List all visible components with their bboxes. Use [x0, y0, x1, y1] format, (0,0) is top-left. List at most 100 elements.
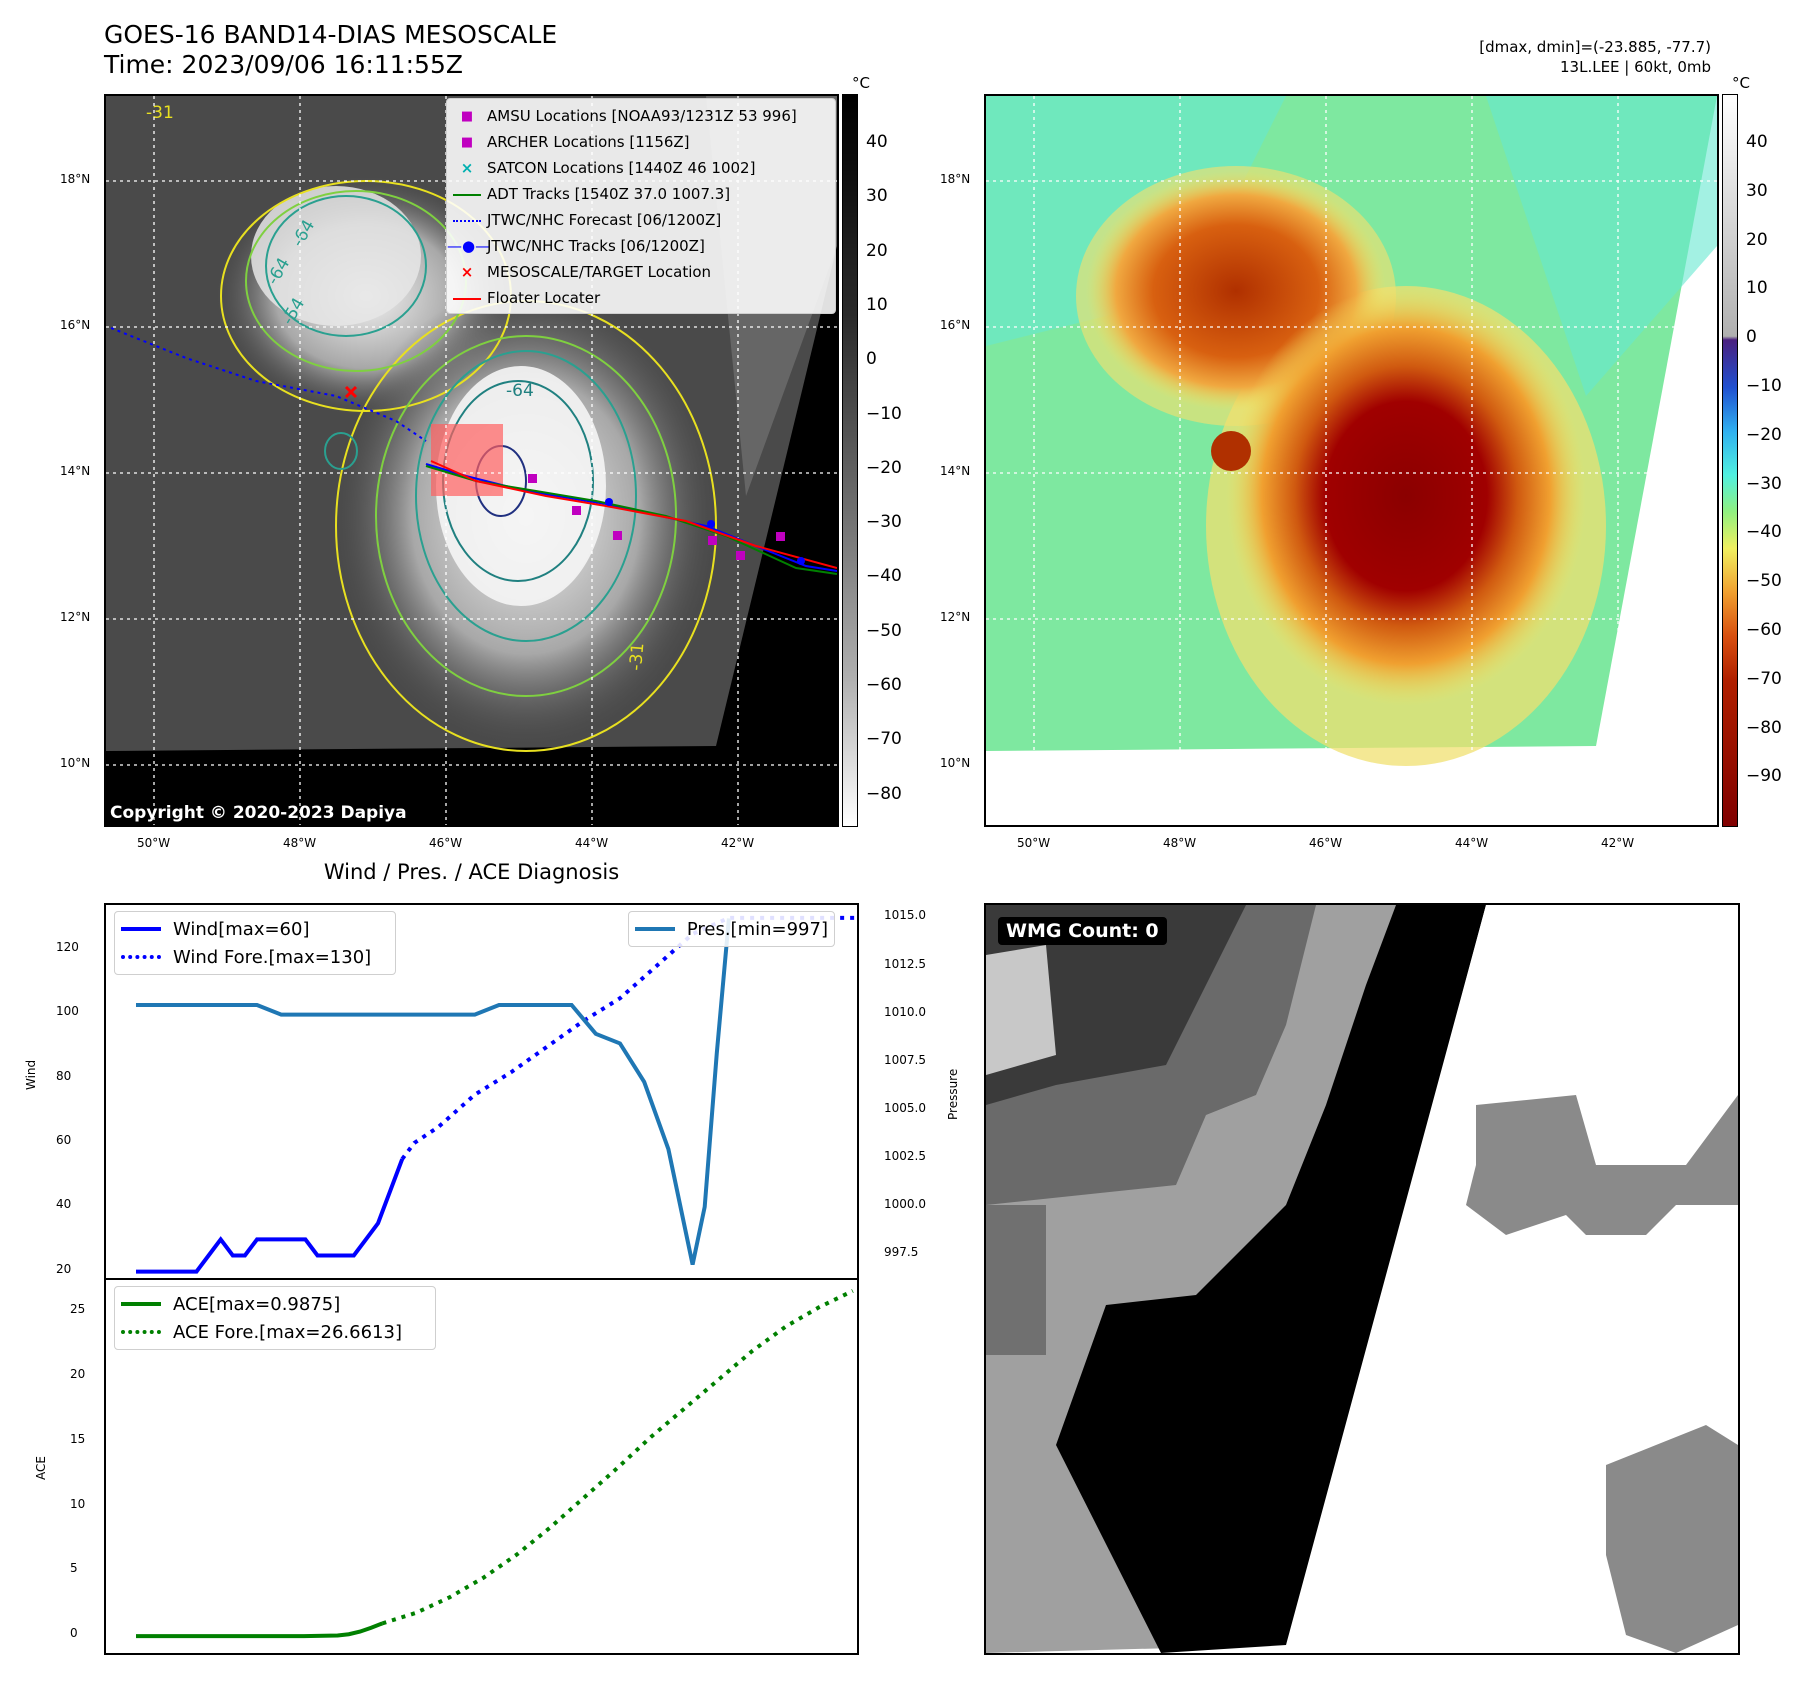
lon-label: 46°W — [429, 836, 463, 850]
lon-label: 44°W — [1455, 836, 1489, 850]
tick-label: 1002.5 — [884, 1148, 926, 1163]
tick-label: −60 — [1746, 620, 1782, 640]
lat-label: 16°N — [60, 318, 91, 332]
contour-label: -31 — [146, 103, 174, 123]
tick-label: −10 — [866, 403, 902, 424]
lat-label: 10°N — [940, 756, 971, 770]
wind-series-line-2 — [136, 918, 731, 1265]
lon-label: 50°W — [137, 836, 171, 850]
tick-label: 40 — [56, 1197, 72, 1212]
tick-label: 1015.0 — [884, 908, 926, 923]
tick-label: 25 — [70, 1302, 86, 1317]
tick-label: 100 — [56, 1004, 79, 1019]
copyright-text: Copyright © 2020-2023 Dapiya — [110, 803, 407, 823]
wmg-panel: WMG Count: 0 — [984, 903, 1740, 1655]
lat-label: 18°N — [940, 172, 971, 186]
pressure-axis-label: Pressure — [946, 1068, 960, 1120]
chart-time: Time: 2023/09/06 16:11:55Z — [104, 50, 463, 79]
wind-axis-label: Wind — [24, 1059, 38, 1090]
tick-label: 20 — [56, 1261, 72, 1276]
tick-label: 120 — [56, 940, 79, 955]
legend-item: × SATCON Locations [1440Z 46 1002] — [460, 159, 756, 177]
tick-label: 10 — [1746, 278, 1768, 299]
tick-label: 40 — [866, 132, 888, 152]
tick-label: 5 — [70, 1561, 78, 1576]
tick-label: 997.5 — [884, 1244, 919, 1259]
mesoscale-target-marker — [344, 385, 358, 399]
wind-series-line-1 — [400, 915, 857, 1161]
color-ir-map — [984, 94, 1719, 827]
tick-label: 1010.0 — [884, 1004, 926, 1019]
tick-label: −50 — [1746, 571, 1782, 592]
ace-axis-label: ACE — [34, 1456, 48, 1480]
tick-label: −20 — [1746, 424, 1782, 445]
lat-label: 18°N — [60, 172, 91, 186]
legend-item: ■ AMSU Locations [NOAA93/1231Z 53 996] — [460, 107, 797, 125]
lon-label: 48°W — [1163, 836, 1197, 850]
tick-label: −60 — [866, 675, 902, 695]
tick-label: 20 — [866, 240, 888, 261]
storm-info: 13L.LEE | 60kt, 0mb — [1560, 58, 1711, 76]
lon-label: 42°W — [721, 836, 755, 850]
tick-label: −80 — [1746, 717, 1782, 738]
wmg-svg — [986, 905, 1738, 1653]
tick-label: 40 — [1746, 132, 1768, 152]
tick-label: 0 — [70, 1626, 78, 1641]
tick-label: 60 — [56, 1132, 72, 1147]
tick-label: −40 — [866, 566, 902, 587]
lon-label: 42°W — [1601, 836, 1635, 850]
lon-label: 46°W — [1309, 836, 1343, 850]
legend-item: Floater Locater — [447, 285, 835, 311]
legend-item: Pres.[min=997] — [634, 915, 828, 943]
legend-item: ADT Tracks [1540Z 37.0 1007.3] — [447, 181, 835, 207]
colorbar-unit: °C — [1732, 74, 1750, 92]
diagnosis-title: Wind / Pres. / ACE Diagnosis — [323, 860, 620, 884]
tick-label: −30 — [866, 512, 902, 533]
tick-label: −40 — [1746, 522, 1782, 543]
map-legend: ■ AMSU Locations [NOAA93/1231Z 53 996] ■ A… — [446, 98, 836, 314]
lon-label: 48°W — [283, 836, 317, 850]
colorbar-unit: °C — [852, 74, 870, 92]
ace-legend: ACE[max=0.9875] ACE Fore.[max=26.6613] — [114, 1286, 436, 1350]
wind-legend: Wind[max=60] Wind Fore.[max=130] — [114, 911, 396, 975]
tick-label: −90 — [1746, 766, 1782, 787]
lat-label: 14°N — [940, 464, 971, 478]
gray-ir-map: -64 -64 -64 -54 -31 -31 ■ AMSU Locations — [104, 94, 839, 827]
lon-label: 44°W — [575, 836, 609, 850]
gray-colorbar — [842, 94, 858, 827]
color-colorbar — [1722, 94, 1738, 827]
lat-label: 14°N — [60, 464, 91, 478]
lat-label: 12°N — [60, 610, 91, 624]
legend-item: ACE[max=0.9875] — [121, 1290, 429, 1318]
ace-svg — [136, 1289, 854, 1639]
map-grid — [986, 96, 1717, 825]
legend-item: Wind[max=60] — [121, 915, 389, 943]
tick-label: 20 — [70, 1367, 86, 1382]
contour-label: -31 — [626, 642, 648, 671]
lat-label: 12°N — [940, 610, 971, 624]
pressure-legend: Pres.[min=997] — [627, 911, 835, 947]
tick-label: 20 — [1746, 229, 1768, 250]
tick-label: 1000.0 — [884, 1196, 926, 1211]
wind-pressure-plot: Wind[max=60] Wind Fore.[max=130] Pres.[m… — [104, 903, 859, 1280]
cold-cloud-lee — [1226, 286, 1586, 706]
tick-label: −70 — [866, 729, 902, 750]
chart-title: GOES-16 BAND14-DIAS MESOSCALE — [104, 20, 558, 49]
ace-series-line-1 — [381, 1289, 854, 1626]
tick-label: 1007.5 — [884, 1052, 926, 1067]
tick-label: 30 — [866, 186, 888, 207]
legend-item: JTWC/NHC Forecast [06/1200Z] — [447, 207, 835, 233]
lat-label: 10°N — [60, 756, 91, 770]
wmg-count-badge: WMG Count: 0 — [998, 917, 1167, 945]
tick-label: 80 — [56, 1068, 72, 1083]
lat-label: 16°N — [940, 318, 971, 332]
tick-label: 10 — [866, 294, 888, 315]
color-ir-map-svg — [986, 96, 1717, 825]
wind-series-line-0 — [136, 1158, 405, 1274]
tick-label: −30 — [1746, 473, 1782, 494]
legend-item: Wind Fore.[max=130] — [121, 943, 389, 971]
legend-item: ■ ARCHER Locations [1156Z] — [460, 133, 690, 151]
tick-label: −10 — [1746, 376, 1782, 396]
tick-label: 0 — [866, 349, 877, 370]
tick-label: 15 — [70, 1431, 86, 1446]
